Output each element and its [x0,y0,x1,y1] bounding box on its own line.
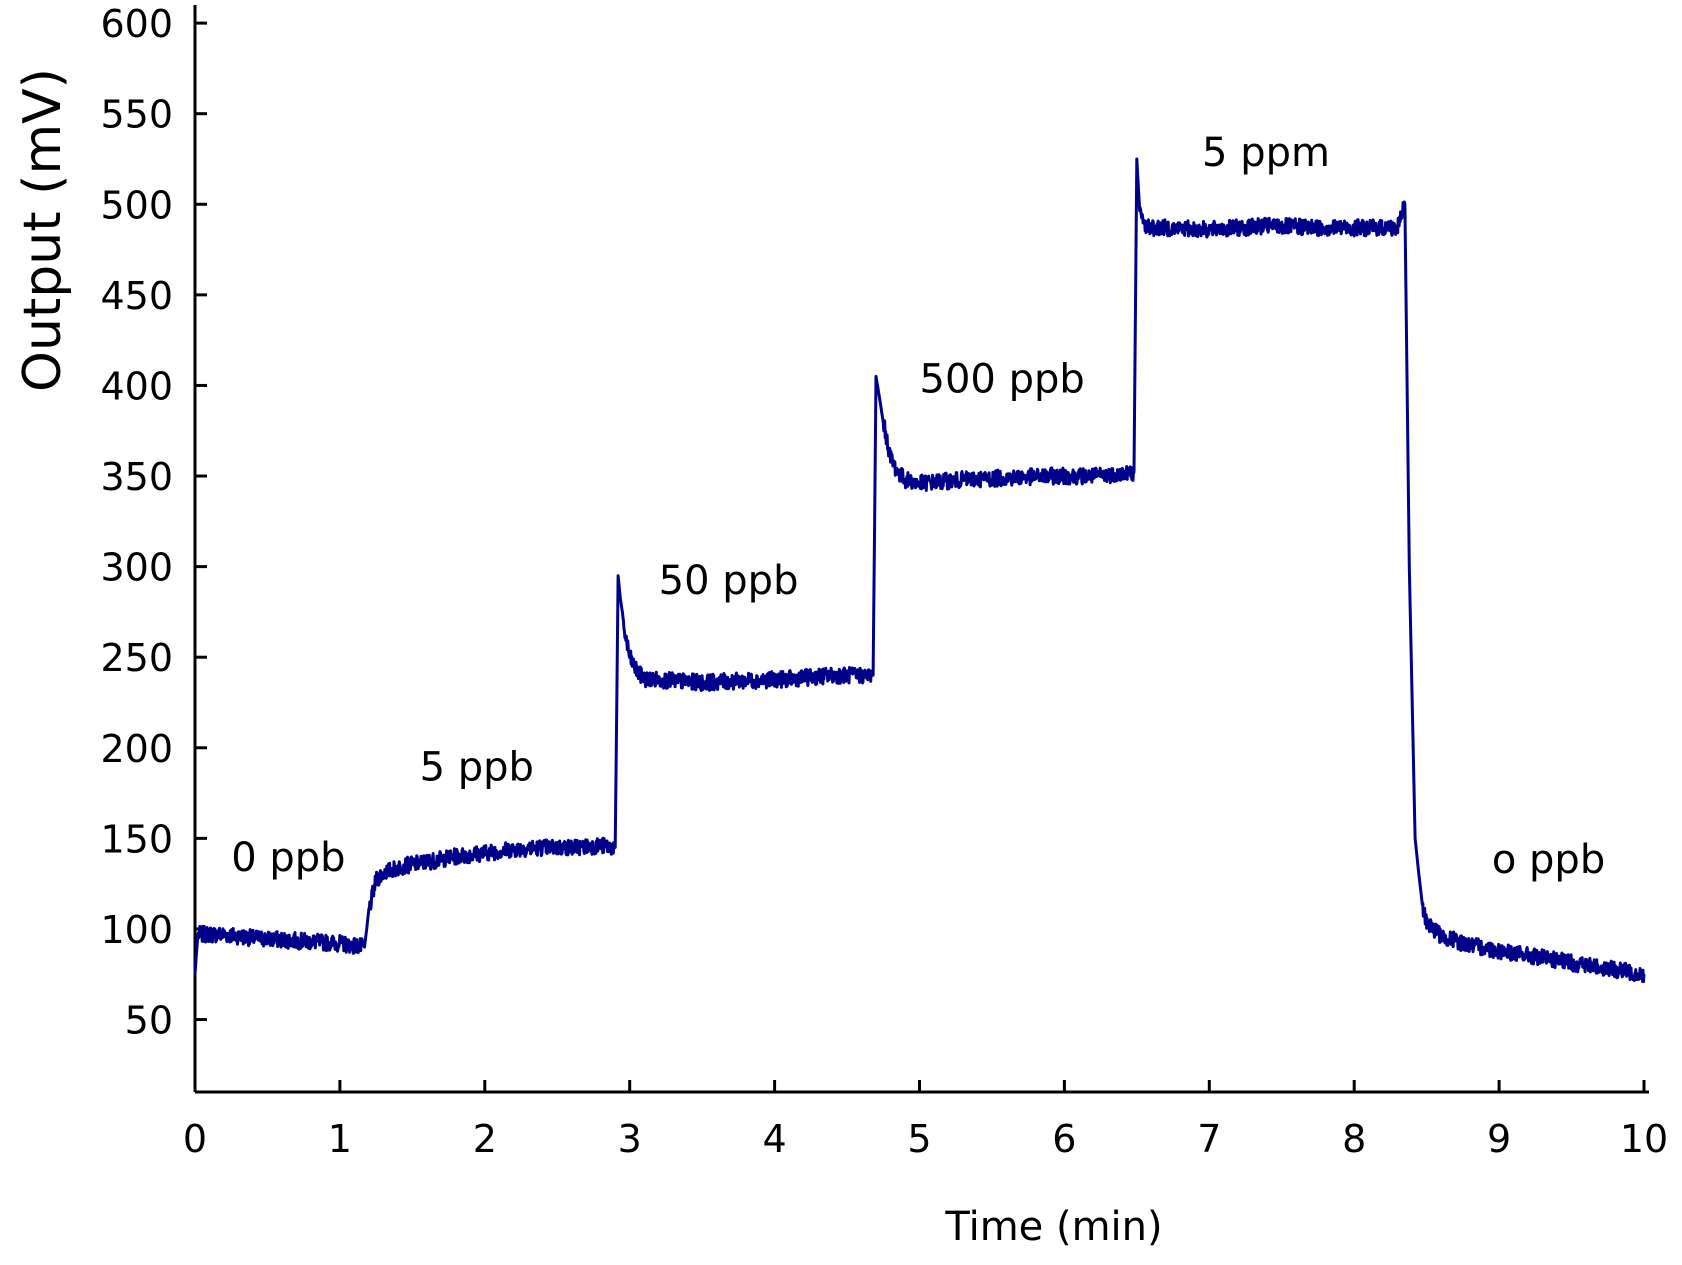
x-ticks: 0 1 2 3 4 5 6 7 8 9 10 [183,1080,1668,1161]
annotation-label: 5 ppb [420,744,534,790]
annotation-label: 500 ppb [920,357,1085,403]
y-axis-title: Output (mV) [13,68,73,392]
y-tick-label: 450 [100,274,173,318]
annotation-label: 0 ppb [231,835,345,881]
x-tick-label: 8 [1342,1117,1366,1161]
axes [193,5,1649,1094]
y-tick-label: 600 [100,2,173,46]
y-tick-label: 250 [100,636,173,680]
x-tick-label: 9 [1487,1117,1511,1161]
y-tick-label: 150 [100,817,173,861]
x-tick-label: 1 [328,1117,352,1161]
y-tick-label: 300 [100,546,173,590]
x-tick-label: 10 [1620,1117,1668,1161]
x-tick-label: 0 [183,1117,207,1161]
series-layer [193,157,1646,984]
x-tick-label: 6 [1052,1117,1076,1161]
x-tick-label: 3 [618,1117,642,1161]
y-tick-label: 350 [100,455,173,499]
y-tick-label: 550 [100,93,173,137]
x-tick-label: 4 [763,1117,787,1161]
series-line-0 [193,157,1646,984]
annotation-label: 50 ppb [659,558,799,604]
y-ticks: 50 100 150 200 250 300 350 400 450 500 550 600 [100,2,207,1043]
y-tick-label: 100 [100,908,173,952]
y-tick-label: 400 [100,364,173,408]
y-tick-label: 200 [100,727,173,771]
x-axis-title: Time (min) [944,1204,1162,1250]
x-tick-label: 7 [1197,1117,1221,1161]
y-tick-label: 50 [125,999,173,1043]
annotation-label: 5 ppm [1202,130,1330,176]
y-tick-label: 500 [100,183,173,227]
annotations: 0 ppb 5 ppb 50 ppb 500 ppb 5 ppm o ppb [231,130,1605,883]
x-tick-label: 5 [907,1117,931,1161]
annotation-label: o ppb [1492,837,1605,883]
x-tick-label: 2 [473,1117,497,1161]
